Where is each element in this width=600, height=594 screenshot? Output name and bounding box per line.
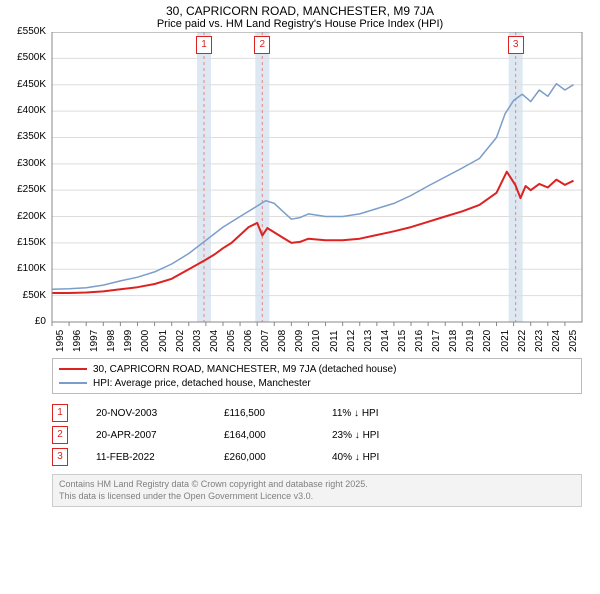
transaction-marker: 3 (52, 448, 68, 466)
x-axis-label: 2013 (363, 330, 374, 352)
x-axis-label: 2023 (534, 330, 545, 352)
legend-item: HPI: Average price, detached house, Manc… (59, 376, 575, 390)
transaction-table: 1 20-NOV-2003 £116,500 11% ↓ HPI 2 20-APR-200… (52, 402, 582, 468)
y-axis-label: £500K (6, 52, 46, 63)
y-axis-label: £250K (6, 184, 46, 195)
sale-marker: 1 (196, 36, 212, 54)
x-axis-label: 2010 (311, 330, 322, 352)
y-axis-label: £400K (6, 105, 46, 116)
x-axis-label: 2022 (517, 330, 528, 352)
x-axis-label: 2008 (277, 330, 288, 352)
x-axis-label: 2000 (140, 330, 151, 352)
transaction-date: 11-FEB-2022 (96, 452, 196, 463)
transaction-diff: 23% ↓ HPI (332, 430, 432, 441)
transaction-price: £116,500 (224, 408, 304, 419)
transaction-diff: 11% ↓ HPI (332, 408, 432, 419)
x-axis-label: 1996 (72, 330, 83, 352)
x-axis-label: 2009 (294, 330, 305, 352)
line-chart-svg (0, 32, 600, 352)
x-axis-label: 1998 (106, 330, 117, 352)
y-axis-label: £150K (6, 237, 46, 248)
chart-title-line2: Price paid vs. HM Land Registry's House … (0, 18, 600, 30)
x-axis-label: 2003 (192, 330, 203, 352)
x-axis-label: 2001 (158, 330, 169, 352)
legend-label: 30, CAPRICORN ROAD, MANCHESTER, M9 7JA (… (93, 364, 396, 375)
legend-box: 30, CAPRICORN ROAD, MANCHESTER, M9 7JA (… (52, 358, 582, 394)
transaction-marker: 1 (52, 404, 68, 422)
transaction-marker: 2 (52, 426, 68, 444)
y-axis-label: £100K (6, 263, 46, 274)
attribution-footer: Contains HM Land Registry data © Crown c… (52, 474, 582, 507)
y-axis-label: £550K (6, 26, 46, 37)
y-axis-label: £450K (6, 79, 46, 90)
x-axis-label: 2007 (260, 330, 271, 352)
x-axis-label: 2015 (397, 330, 408, 352)
y-axis-label: £300K (6, 158, 46, 169)
x-axis-label: 2016 (414, 330, 425, 352)
sale-marker: 3 (508, 36, 524, 54)
x-axis-label: 2012 (346, 330, 357, 352)
transaction-date: 20-NOV-2003 (96, 408, 196, 419)
transaction-row: 1 20-NOV-2003 £116,500 11% ↓ HPI (52, 402, 582, 424)
x-axis-label: 1997 (89, 330, 100, 352)
legend-swatch (59, 382, 87, 384)
chart-title-line1: 30, CAPRICORN ROAD, MANCHESTER, M9 7JA (0, 4, 600, 18)
transaction-row: 3 11-FEB-2022 £260,000 40% ↓ HPI (52, 446, 582, 468)
x-axis-label: 2021 (500, 330, 511, 352)
x-axis-label: 2017 (431, 330, 442, 352)
y-axis-label: £0 (6, 316, 46, 327)
transaction-price: £260,000 (224, 452, 304, 463)
x-axis-label: 2006 (243, 330, 254, 352)
y-axis-label: £350K (6, 131, 46, 142)
legend-swatch (59, 368, 87, 370)
x-axis-label: 1995 (55, 330, 66, 352)
x-axis-label: 2024 (551, 330, 562, 352)
transaction-price: £164,000 (224, 430, 304, 441)
x-axis-label: 2005 (226, 330, 237, 352)
transaction-diff: 40% ↓ HPI (332, 452, 432, 463)
x-axis-label: 1999 (123, 330, 134, 352)
x-axis-label: 2019 (465, 330, 476, 352)
x-axis-label: 2004 (209, 330, 220, 352)
legend-item: 30, CAPRICORN ROAD, MANCHESTER, M9 7JA (… (59, 362, 575, 376)
transaction-row: 2 20-APR-2007 £164,000 23% ↓ HPI (52, 424, 582, 446)
legend-label: HPI: Average price, detached house, Manc… (93, 378, 311, 389)
chart-area: £0 £50K £100K £150K £200K £250K £300K £350K £400… (0, 32, 600, 352)
x-axis-label: 2011 (329, 330, 340, 352)
x-axis-label: 2002 (175, 330, 186, 352)
y-axis-label: £50K (6, 290, 46, 301)
x-axis-label: 2025 (568, 330, 579, 352)
x-axis-label: 2018 (448, 330, 459, 352)
x-axis-label: 2014 (380, 330, 391, 352)
footer-line1: Contains HM Land Registry data © Crown c… (59, 479, 575, 491)
sale-marker: 2 (254, 36, 270, 54)
footer-line2: This data is licensed under the Open Gov… (59, 491, 575, 503)
transaction-date: 20-APR-2007 (96, 430, 196, 441)
x-axis-label: 2020 (482, 330, 493, 352)
y-axis-label: £200K (6, 211, 46, 222)
